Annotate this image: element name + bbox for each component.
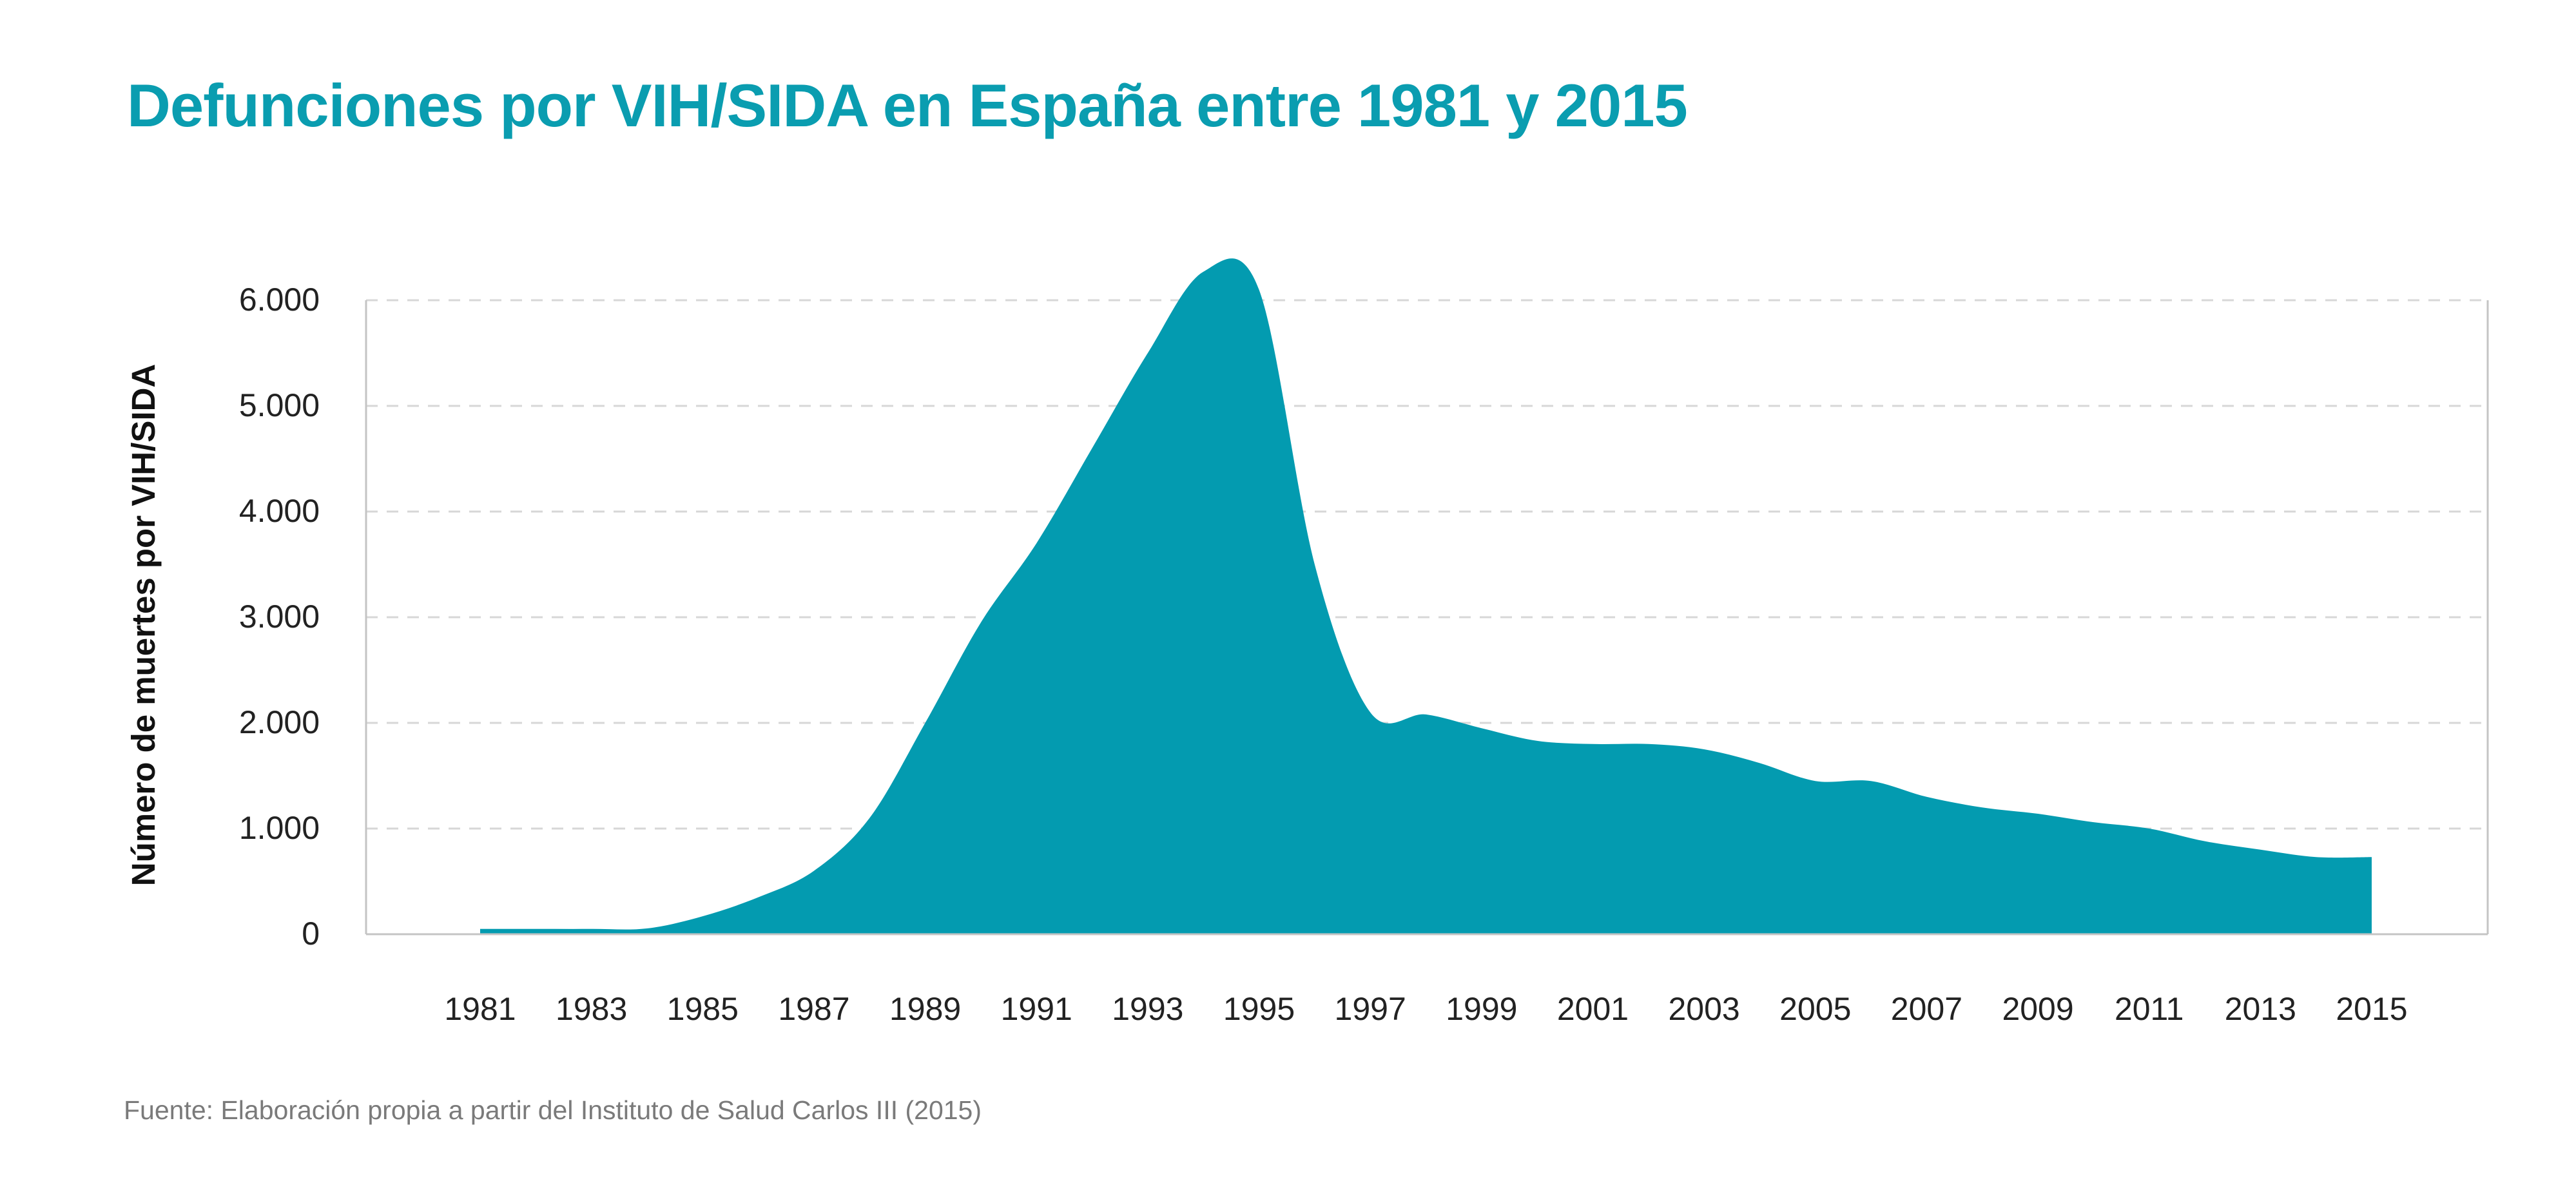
- source-text: Elaboración propia a partir del Institut…: [220, 1095, 982, 1125]
- x-tick-label-1983: 1983: [556, 991, 627, 1027]
- y-tick-label-2000: 2.000: [239, 704, 320, 740]
- x-axis-ticks: 1981 1983 1985 1987 1989 1991 1993 1995 1997 1999…: [444, 991, 2407, 1027]
- y-axis-label: Número de muertes por VIH/SIDA: [125, 364, 162, 887]
- y-tick-label-1000: 1.000: [239, 810, 320, 846]
- x-tick-label-1981: 1981: [444, 991, 516, 1027]
- x-tick-label-1987: 1987: [778, 991, 849, 1027]
- y-axis-ticks: 0 1.000 2.000 3.000 4.000 5.000 6.000: [239, 282, 320, 952]
- x-tick-label-1985: 1985: [667, 991, 739, 1027]
- y-tick-label-0: 0: [302, 916, 320, 952]
- x-tick-label-2013: 2013: [2225, 991, 2296, 1027]
- x-tick-label-2003: 2003: [1669, 991, 1740, 1027]
- source-note: Fuente: Elaboración propia a partir del …: [124, 1095, 982, 1126]
- x-tick-label-1993: 1993: [1112, 991, 1183, 1027]
- source-label: Fuente:: [124, 1095, 214, 1125]
- plot-frame: [365, 300, 2489, 936]
- x-tick-label-2007: 2007: [1891, 991, 1962, 1027]
- x-tick-label-1989: 1989: [889, 991, 961, 1027]
- y-tick-label-5000: 5.000: [239, 387, 320, 423]
- x-tick-label-2011: 2011: [2115, 991, 2184, 1027]
- y-tick-label-6000: 6.000: [239, 282, 320, 318]
- x-tick-label-2001: 2001: [1557, 991, 1629, 1027]
- x-tick-label-2009: 2009: [2002, 991, 2073, 1027]
- area-series: [480, 258, 2372, 935]
- x-tick-label-2005: 2005: [1779, 991, 1851, 1027]
- x-tick-label-2015: 2015: [2336, 991, 2407, 1027]
- x-tick-label-1995: 1995: [1223, 991, 1295, 1027]
- x-tick-label-1991: 1991: [1001, 991, 1072, 1027]
- y-tick-label-3000: 3.000: [239, 599, 320, 635]
- x-tick-label-1999: 1999: [1446, 991, 1517, 1027]
- y-tick-label-4000: 4.000: [239, 493, 320, 529]
- area-fill: [480, 258, 2372, 935]
- x-tick-label-1997: 1997: [1335, 991, 1406, 1027]
- page-title: Defunciones por VIH/SIDA en España entre…: [127, 72, 1688, 139]
